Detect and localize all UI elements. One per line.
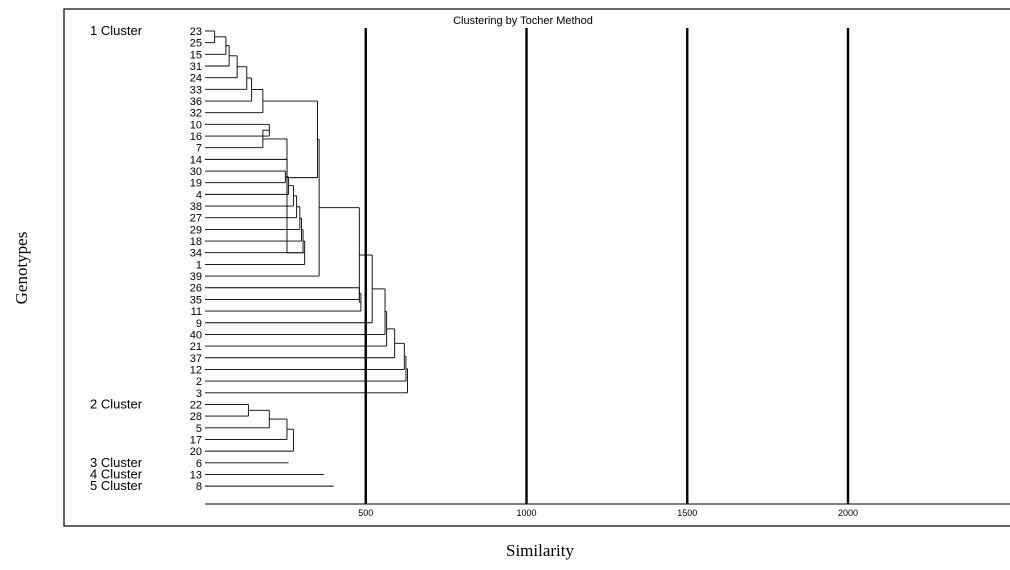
y-axis-label: Genotypes	[12, 232, 31, 305]
x-axis-label: Similarity	[506, 541, 575, 560]
leaf-label-4: 4	[196, 189, 202, 201]
leaf-label-26: 26	[190, 283, 202, 295]
leaf-label-38: 38	[190, 201, 202, 213]
leaf-label-2: 2	[196, 376, 202, 388]
leaf-label-14: 14	[190, 154, 202, 166]
leaf-label-20: 20	[190, 446, 202, 458]
leaf-label-37: 37	[190, 353, 202, 365]
x-tick-label-1000: 1000	[516, 508, 536, 518]
x-tick-label-2000: 2000	[838, 508, 858, 518]
leaf-label-27: 27	[190, 213, 202, 225]
leaf-label-19: 19	[190, 178, 202, 190]
cluster-label-5: 5 Cluster	[90, 478, 143, 493]
leaf-label-31: 31	[190, 61, 202, 73]
leaf-label-15: 15	[190, 49, 202, 61]
leaf-label-28: 28	[190, 411, 202, 423]
x-tick-label-1500: 1500	[677, 508, 697, 518]
leaf-label-25: 25	[190, 38, 202, 50]
leaf-label-30: 30	[190, 166, 202, 178]
leaf-label-5: 5	[196, 423, 202, 435]
leaf-label-16: 16	[190, 131, 202, 143]
cluster-label-2: 2 Cluster	[90, 396, 143, 411]
x-tick-labels: 500 1000 1500 2000	[358, 508, 858, 518]
x-tick-label-500: 500	[358, 508, 373, 518]
leaf-label-17: 17	[190, 434, 202, 446]
leaf-label-23: 23	[190, 26, 202, 38]
leaf-label-32: 32	[190, 108, 202, 120]
leaf-label-33: 33	[190, 84, 202, 96]
leaf-label-3: 3	[196, 388, 202, 400]
chart-title: Clustering by Tocher Method	[453, 15, 593, 27]
leaf-label-9: 9	[196, 318, 202, 330]
leaf-label-7: 7	[196, 143, 202, 155]
leaf-label-36: 36	[190, 96, 202, 108]
reference-lines	[205, 28, 1010, 505]
leaf-label-11: 11	[191, 306, 202, 318]
leaf-label-10: 10	[190, 119, 202, 131]
leaf-label-39: 39	[190, 271, 202, 283]
cluster-label-1: 1 Cluster	[90, 23, 143, 38]
leaf-label-13: 13	[190, 469, 202, 481]
leaf-labels: 2325153124333632101671430194382729183413…	[190, 26, 202, 493]
cluster-label-4: 4 Cluster	[90, 466, 143, 481]
leaf-label-8: 8	[196, 481, 202, 493]
leaf-label-35: 35	[190, 294, 202, 306]
leaf-label-12: 12	[190, 364, 202, 376]
leaf-label-22: 22	[190, 399, 202, 411]
dendrogram-branches	[205, 30, 408, 487]
leaf-label-24: 24	[190, 73, 202, 85]
leaf-label-21: 21	[190, 341, 202, 353]
leaf-label-1: 1	[196, 259, 202, 271]
plot-frame	[63, 8, 1010, 527]
leaf-label-18: 18	[190, 236, 202, 248]
cluster-label-3: 3 Cluster	[90, 455, 143, 470]
leaf-label-29: 29	[190, 224, 202, 236]
leaf-label-40: 40	[190, 329, 202, 341]
leaf-label-6: 6	[196, 458, 202, 470]
leaf-label-34: 34	[190, 248, 202, 260]
